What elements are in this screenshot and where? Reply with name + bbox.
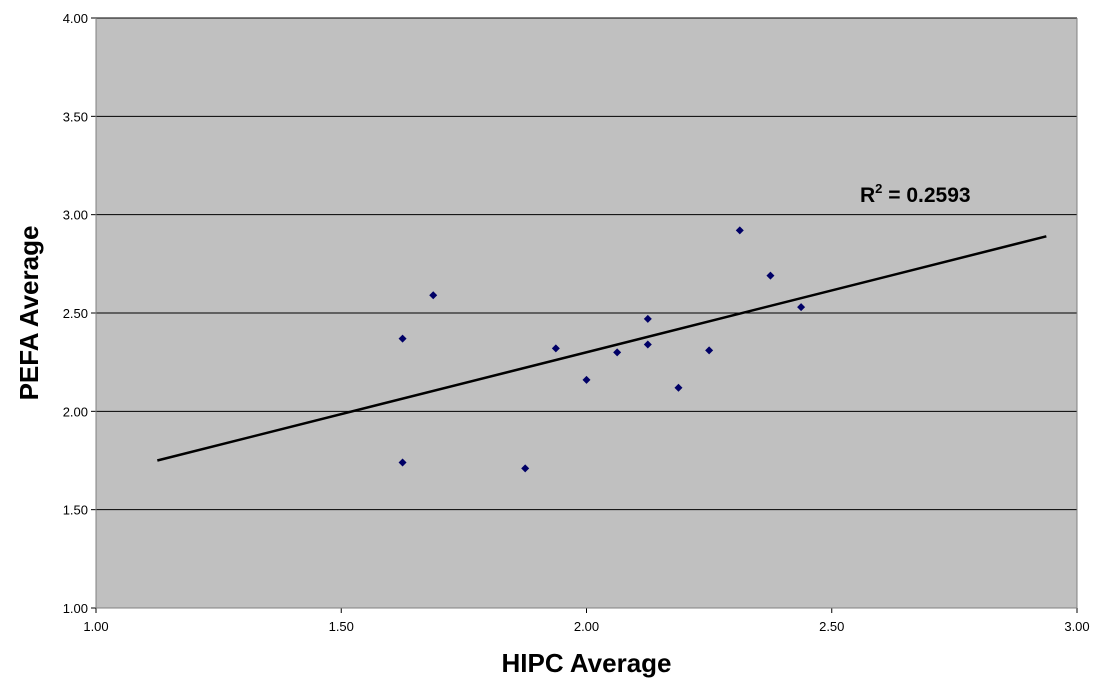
data-point <box>613 348 622 357</box>
y-tick-label: 2.00 <box>63 404 88 419</box>
data-point <box>429 291 438 300</box>
r-squared-superscript: 2 <box>875 181 882 196</box>
y-tick-labels: 1.00 1.50 2.00 2.50 3.00 3.50 4.00 <box>63 11 88 616</box>
data-point <box>551 344 560 353</box>
data-point <box>521 464 530 473</box>
x-tick-label: 1.50 <box>329 619 354 634</box>
y-tick-label: 3.00 <box>63 208 88 223</box>
x-tick-label: 3.00 <box>1064 619 1089 634</box>
data-point <box>766 271 775 280</box>
axes <box>95 18 1078 609</box>
data-point <box>582 375 591 384</box>
y-tick-label: 1.00 <box>63 601 88 616</box>
y-tick-label: 3.50 <box>63 109 88 124</box>
data-point <box>398 458 407 467</box>
data-point <box>735 226 744 235</box>
trendline <box>157 235 1047 462</box>
data-point <box>643 340 652 349</box>
x-axis-title: HIPC Average <box>501 648 671 678</box>
data-point <box>674 383 683 392</box>
data-point <box>643 314 652 323</box>
x-tick-label: 2.00 <box>574 619 599 634</box>
y-tick-label: 1.50 <box>63 503 88 518</box>
data-point <box>398 334 407 343</box>
gridlines <box>91 17 1078 613</box>
data-point <box>797 303 806 312</box>
data-points <box>398 226 806 473</box>
r-squared-value: = 0.2593 <box>882 184 970 207</box>
r-squared-annotation: R2 = 0.2593 <box>860 181 971 207</box>
x-tick-labels: 1.00 1.50 2.00 2.50 3.00 <box>83 619 1089 634</box>
data-point <box>705 346 714 355</box>
r-squared-base: R <box>860 184 875 207</box>
y-axis-title: PEFA Average <box>14 226 44 401</box>
x-tick-label: 1.00 <box>83 619 108 634</box>
y-tick-label: 2.50 <box>63 306 88 321</box>
y-tick-label: 4.00 <box>63 11 88 26</box>
x-tick-label: 2.50 <box>819 619 844 634</box>
